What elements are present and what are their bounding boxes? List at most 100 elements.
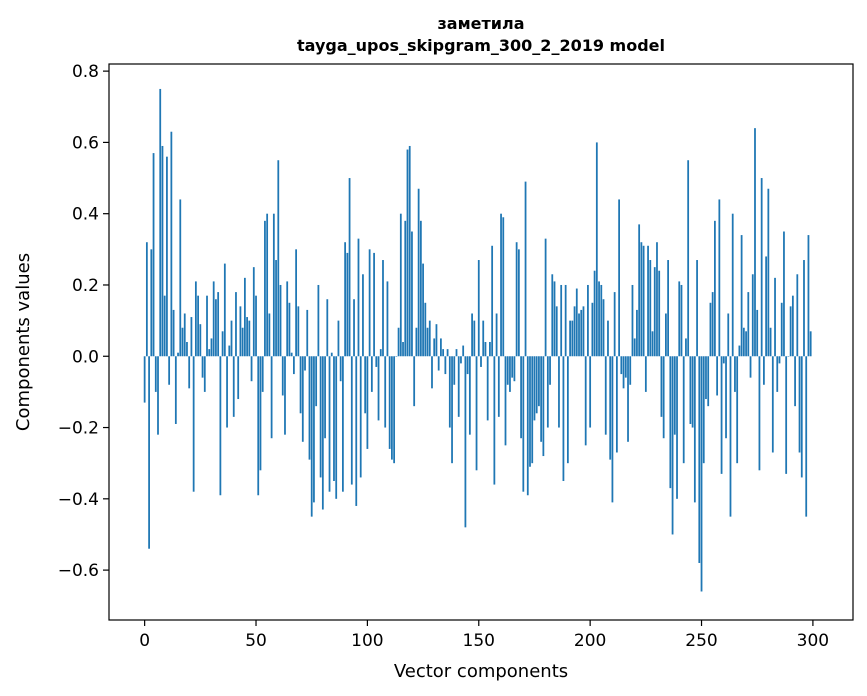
bar-component-81 bbox=[324, 356, 326, 439]
bar-component-171 bbox=[524, 181, 527, 357]
bar-component-214 bbox=[620, 356, 623, 375]
bar-component-14 bbox=[174, 356, 177, 424]
bar-component-221 bbox=[636, 309, 638, 357]
bar-component-163 bbox=[506, 356, 509, 385]
bar-component-227 bbox=[649, 260, 652, 357]
bar-component-288 bbox=[785, 356, 788, 474]
x-tick-label: 250 bbox=[685, 631, 717, 651]
bar-component-251 bbox=[702, 356, 705, 464]
bar-component-125 bbox=[422, 263, 424, 357]
bar-component-37 bbox=[226, 356, 228, 428]
bar-component-121 bbox=[413, 356, 416, 407]
bar-component-51 bbox=[257, 356, 260, 496]
bar-component-145 bbox=[466, 356, 469, 375]
bar-component-24 bbox=[197, 295, 199, 357]
y-axis: −0.6 −0.4 −0.2 0.0 0.2 0.4 0.6 0.8 bbox=[58, 62, 109, 581]
bar-component-197 bbox=[582, 306, 585, 357]
bar-component-222 bbox=[638, 224, 641, 357]
bar-component-161 bbox=[502, 217, 505, 357]
bar-component-27 bbox=[203, 356, 206, 392]
bar-component-298 bbox=[807, 235, 810, 357]
bar-component-110 bbox=[388, 356, 391, 449]
bar-component-97 bbox=[359, 356, 362, 478]
bar-component-64 bbox=[286, 281, 289, 357]
bar-component-207 bbox=[604, 356, 607, 435]
bar-component-174 bbox=[531, 356, 534, 464]
y-tick-label: 0.8 bbox=[72, 62, 99, 82]
bar-component-282 bbox=[771, 356, 774, 453]
x-axis: 0 50 100 150 200 250 300 bbox=[139, 620, 829, 651]
bar-component-206 bbox=[602, 299, 605, 357]
chart-title-line-2: tayga_upos_skipgram_300_2_2019 model bbox=[297, 36, 665, 55]
bar-component-258 bbox=[718, 199, 721, 357]
bar-component-10 bbox=[166, 156, 168, 357]
bar-component-182 bbox=[549, 356, 551, 385]
y-tick-label: 0.2 bbox=[72, 276, 99, 296]
bar-component-150 bbox=[477, 260, 480, 357]
bar-component-79 bbox=[319, 356, 322, 478]
bar-component-5 bbox=[154, 356, 157, 392]
bar-component-72 bbox=[304, 356, 306, 371]
bar-component-6 bbox=[157, 356, 159, 435]
bar-component-237 bbox=[671, 356, 674, 535]
chart-title-line-1: заметила bbox=[437, 14, 524, 33]
bar-component-115 bbox=[399, 213, 402, 357]
bar-component-30 bbox=[210, 338, 213, 357]
bar-component-205 bbox=[600, 284, 603, 357]
y-tick-label: 0.6 bbox=[72, 133, 99, 153]
bar-component-187 bbox=[560, 284, 563, 357]
bar-component-103 bbox=[373, 252, 375, 357]
bar-component-33 bbox=[217, 292, 220, 357]
bar-component-264 bbox=[731, 213, 734, 357]
bar-component-12 bbox=[170, 131, 173, 357]
bar-component-59 bbox=[275, 260, 277, 357]
bar-component-203 bbox=[595, 142, 598, 357]
bar-component-216 bbox=[624, 356, 627, 378]
bar-component-20 bbox=[188, 356, 191, 389]
bar-component-219 bbox=[631, 284, 634, 357]
bar-component-23 bbox=[194, 281, 197, 357]
bar-component-38 bbox=[228, 345, 231, 357]
bar-component-0 bbox=[143, 356, 146, 403]
bar-component-217 bbox=[627, 356, 629, 442]
bar-component-210 bbox=[611, 356, 614, 503]
bar-component-229 bbox=[653, 267, 656, 357]
bar-component-57 bbox=[270, 356, 273, 439]
bar-component-142 bbox=[460, 356, 462, 364]
bar-component-94 bbox=[353, 299, 355, 357]
bar-component-109 bbox=[386, 281, 389, 357]
bar-component-13 bbox=[172, 309, 175, 357]
bar-component-155 bbox=[489, 342, 491, 357]
bar-component-218 bbox=[629, 356, 632, 385]
bar-component-286 bbox=[780, 302, 783, 357]
bar-component-85 bbox=[333, 356, 335, 481]
bar-component-146 bbox=[468, 356, 471, 435]
bar-component-159 bbox=[497, 356, 500, 417]
bar-component-274 bbox=[754, 128, 756, 357]
bar-component-3 bbox=[150, 249, 153, 357]
bar-component-242 bbox=[682, 356, 685, 464]
bar-component-122 bbox=[415, 327, 418, 357]
bar-component-290 bbox=[789, 306, 792, 357]
bar-component-93 bbox=[350, 356, 353, 485]
bar-component-80 bbox=[321, 356, 324, 510]
bar-component-28 bbox=[206, 295, 208, 357]
bar-component-204 bbox=[598, 281, 600, 357]
bar-component-32 bbox=[215, 299, 217, 357]
bar-component-183 bbox=[551, 274, 554, 357]
bar-component-8 bbox=[161, 145, 164, 357]
bar-component-189 bbox=[564, 284, 567, 357]
plot-frame bbox=[108, 63, 854, 621]
bar-component-71 bbox=[301, 356, 304, 442]
bar-component-157 bbox=[493, 356, 496, 485]
bar-component-84 bbox=[330, 352, 333, 357]
bar-component-185 bbox=[555, 306, 558, 357]
bar-component-47 bbox=[248, 320, 251, 357]
bar-component-22 bbox=[192, 356, 195, 492]
bar-component-152 bbox=[482, 320, 485, 357]
bar-component-228 bbox=[651, 331, 654, 357]
bar-component-88 bbox=[339, 356, 342, 382]
bar-component-234 bbox=[665, 313, 667, 357]
bar-component-191 bbox=[569, 320, 571, 357]
bar-component-119 bbox=[408, 145, 411, 357]
